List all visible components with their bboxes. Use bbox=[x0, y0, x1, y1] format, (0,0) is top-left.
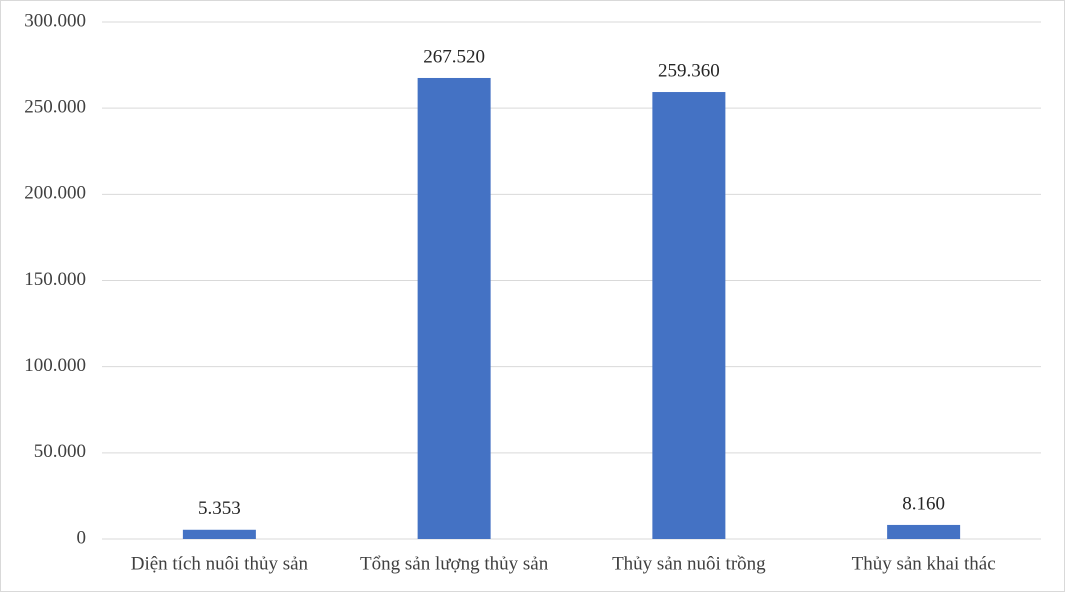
y-tick-label: 200.000 bbox=[24, 183, 86, 204]
bar bbox=[652, 92, 726, 540]
y-tick-label: 300.000 bbox=[24, 10, 86, 31]
y-tick-label: 100.000 bbox=[24, 355, 86, 376]
y-tick-label: 250.000 bbox=[24, 97, 86, 118]
x-tick-label: Diện tích nuôi thủy sản bbox=[131, 553, 309, 574]
x-tick-label: Thủy sản khai thác bbox=[852, 553, 996, 574]
bar bbox=[182, 529, 256, 539]
y-tick-label: 50.000 bbox=[34, 441, 86, 462]
y-tick-label: 150.000 bbox=[24, 269, 86, 290]
value-label: 8.160 bbox=[902, 493, 945, 514]
y-tick-label: 0 bbox=[77, 527, 87, 548]
bar bbox=[417, 77, 491, 539]
x-tick-label: Thủy sản nuôi trồng bbox=[612, 553, 766, 574]
value-label: 259.360 bbox=[658, 60, 720, 81]
value-label: 267.520 bbox=[423, 46, 485, 67]
bar bbox=[887, 524, 961, 539]
x-tick-label: Tổng sản lượng thủy sản bbox=[360, 553, 549, 574]
value-label: 5.353 bbox=[198, 498, 241, 519]
